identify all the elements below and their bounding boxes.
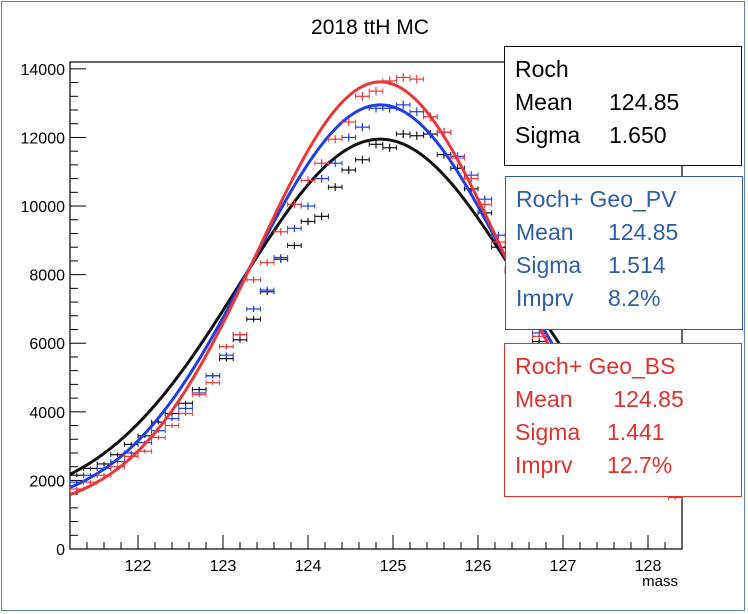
stats-bs-mean-value: 124.85 xyxy=(607,386,684,412)
stats-pv-mean-value: 124.85 xyxy=(608,219,679,245)
data-point xyxy=(409,131,425,140)
stats-box-roch: Roch Mean 124.85 Sigma 1.650 xyxy=(504,46,742,166)
data-point xyxy=(395,73,411,82)
data-point xyxy=(178,411,193,417)
data-point xyxy=(355,155,370,164)
stats-bs-title: Roch+ Geo_BS xyxy=(515,353,676,379)
stats-box-geo-pv: Roch+ Geo_PV Mean 124.85 Sigma 1.514 Imprv… xyxy=(505,176,743,330)
y-tick-label: 8000 xyxy=(29,268,65,285)
data-point xyxy=(191,392,207,398)
data-point xyxy=(110,464,125,470)
stats-bs-sigma-label: Sigma xyxy=(515,419,581,445)
data-point xyxy=(123,453,139,459)
stats-pv-sigma-value: 1.514 xyxy=(608,252,666,278)
data-point xyxy=(300,176,316,185)
stats-bs-mean-label: Mean xyxy=(515,386,573,412)
data-point xyxy=(164,423,180,429)
y-tick-label: 12000 xyxy=(21,130,66,147)
y-tick-label: 4000 xyxy=(29,405,65,422)
data-point xyxy=(477,200,493,209)
stats-pv-mean-label: Mean xyxy=(516,219,574,245)
stats-pv-sigma-label: Sigma xyxy=(516,252,582,278)
y-tick-label: 10000 xyxy=(21,199,66,216)
data-point xyxy=(327,183,343,192)
x-tick-label: 122 xyxy=(125,558,152,575)
data-point xyxy=(341,117,357,127)
data-point xyxy=(205,373,221,379)
data-point xyxy=(355,122,370,132)
data-point xyxy=(314,212,329,221)
stats-roch-mean-value: 124.85 xyxy=(609,89,680,115)
data-point xyxy=(259,259,275,267)
x-tick-label: 125 xyxy=(380,558,407,575)
stats-bs-imprv-value: 12.7% xyxy=(607,452,673,478)
stats-roch-title: Roch xyxy=(515,56,569,82)
data-point xyxy=(287,241,302,250)
data-point xyxy=(368,86,384,96)
data-point xyxy=(151,435,166,441)
data-point xyxy=(355,91,370,101)
x-tick-label: 127 xyxy=(550,558,577,575)
data-point xyxy=(287,200,302,209)
data-point xyxy=(70,486,85,492)
data-point xyxy=(341,133,357,142)
stats-pv-imprv-value: 8.2% xyxy=(608,285,661,311)
data-point xyxy=(436,128,452,137)
data-point xyxy=(246,316,261,323)
y-tick-label: 0 xyxy=(56,542,65,559)
data-point xyxy=(300,217,316,226)
stats-box-geo-bs: Roch+ Geo_BS Mean 124.85 Sigma 1.441 Impr… xyxy=(504,343,742,497)
data-point xyxy=(463,174,479,183)
y-tick-label: 2000 xyxy=(29,473,65,490)
data-point xyxy=(219,343,234,350)
data-point xyxy=(341,166,357,174)
stats-roch-sigma-label: Sigma xyxy=(515,122,581,148)
data-point xyxy=(531,333,547,340)
data-point xyxy=(96,472,112,478)
data-point xyxy=(409,107,425,116)
data-point xyxy=(382,76,397,86)
data-point xyxy=(232,336,248,343)
x-axis-label: mass xyxy=(642,573,678,590)
data-point xyxy=(382,143,397,152)
stats-bs-imprv-label: Imprv xyxy=(515,452,573,478)
data-point xyxy=(395,129,411,139)
data-point xyxy=(287,224,302,232)
stats-pv-imprv-label: Imprv xyxy=(516,285,574,311)
y-tick-label: 14000 xyxy=(21,62,66,79)
data-point xyxy=(327,135,343,144)
data-point xyxy=(423,112,438,122)
chart-title: 2018 ttH MC xyxy=(311,16,429,39)
data-point xyxy=(409,74,425,84)
data-point xyxy=(273,228,289,236)
data-point xyxy=(246,305,261,313)
data-point xyxy=(83,479,98,485)
x-tick-label: 126 xyxy=(465,558,492,575)
data-point xyxy=(259,286,275,294)
data-point xyxy=(314,159,329,168)
axes: 122 123 124 125 126 127 128 0 2000 4000 6000 8000 10… xyxy=(21,62,683,575)
stats-bs-sigma-value: 1.441 xyxy=(607,419,665,445)
data-point xyxy=(273,254,289,261)
y-tick-label: 6000 xyxy=(29,336,65,353)
data-point xyxy=(395,100,411,110)
data-point xyxy=(219,352,234,359)
x-tick-label: 123 xyxy=(210,558,237,575)
x-tick-label: 124 xyxy=(295,558,322,575)
data-point xyxy=(205,380,221,386)
stats-roch-sigma-value: 1.650 xyxy=(609,122,667,148)
data-point xyxy=(450,154,465,163)
x-tick-label: 128 xyxy=(635,558,662,575)
data-point xyxy=(232,331,248,338)
data-point xyxy=(300,202,316,210)
data-point xyxy=(368,140,384,149)
stats-pv-title: Roch+ Geo_PV xyxy=(516,186,677,212)
data-point xyxy=(178,400,193,406)
data-point xyxy=(246,276,261,284)
stats-roch-mean-label: Mean xyxy=(515,89,573,115)
data-point xyxy=(137,448,153,454)
data-point xyxy=(178,405,193,411)
